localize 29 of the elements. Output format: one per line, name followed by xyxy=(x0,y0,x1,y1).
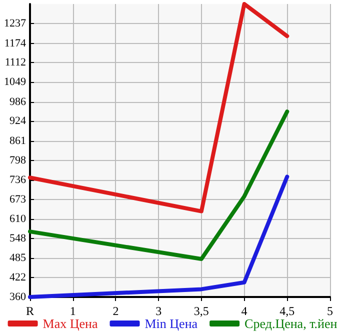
x-tick-label: 1 xyxy=(70,304,76,318)
y-tick-label: 924 xyxy=(10,115,26,128)
y-tick-label: 986 xyxy=(10,96,26,108)
y-tick-label: 422 xyxy=(10,272,26,284)
x-tick-label: R xyxy=(26,304,34,318)
x-tick-label: 4,5 xyxy=(280,304,295,318)
x-tick-label: 5 xyxy=(327,304,333,318)
line-series xyxy=(28,2,290,214)
x-tick-label: 4 xyxy=(241,304,248,318)
y-tick-label: 485 xyxy=(10,252,26,264)
y-tick-label: 798 xyxy=(10,154,26,166)
y-tick-label: 736 xyxy=(10,174,26,186)
y-tick-label: 861 xyxy=(10,134,26,147)
legend-label: Min Цена xyxy=(144,316,198,331)
y-tick-label: 1174 xyxy=(4,37,26,50)
y-tick-label: 548 xyxy=(10,232,26,244)
y-tick-label: 360 xyxy=(10,291,26,303)
y-tick-label: 1112 xyxy=(4,56,26,69)
y-tick-label: 1237 xyxy=(4,18,26,30)
x-tick-label: 3,5 xyxy=(194,304,209,318)
legend-label: Сред.Цена, т.йен xyxy=(244,316,338,331)
y-tick-label: 610 xyxy=(10,213,26,226)
y-tick-label: 1049 xyxy=(4,76,26,88)
line-series xyxy=(28,110,290,261)
legend-label: Max Цена xyxy=(42,316,98,331)
line-series xyxy=(28,174,290,299)
y-tick-label: 673 xyxy=(10,193,26,206)
x-tick-label: 3 xyxy=(156,304,162,318)
x-tick-label: 2 xyxy=(112,304,119,318)
